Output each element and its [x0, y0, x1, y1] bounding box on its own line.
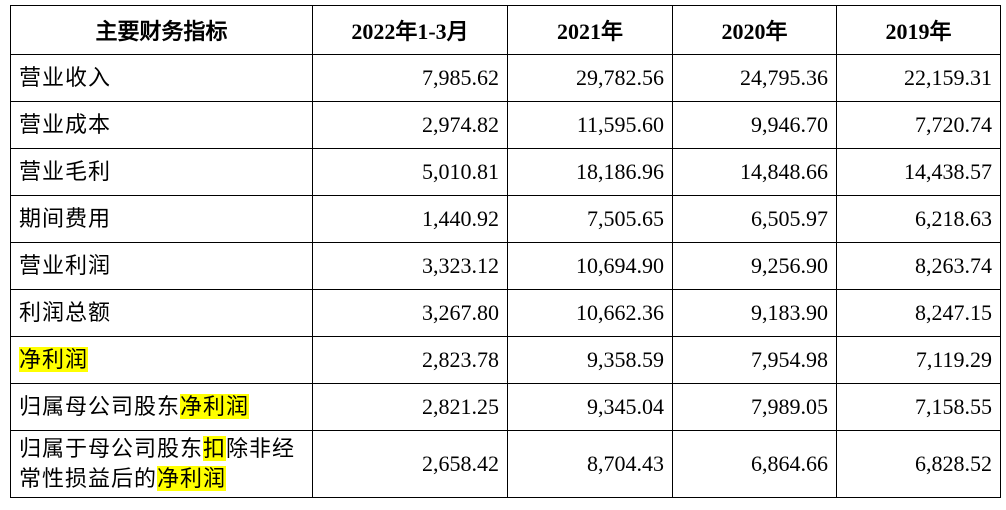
- value-cell: 8,704.43: [507, 430, 673, 498]
- table-row: 净利润 2,823.78 9,358.59 7,954.98 7,119.29: [10, 336, 1001, 384]
- row-label: 净利润: [10, 336, 313, 384]
- table-row: 营业毛利 5,010.81 18,186.96 14,848.66 14,438.57: [10, 148, 1001, 196]
- value-cell: 2,658.42: [312, 430, 508, 498]
- value-cell: 9,345.04: [507, 383, 673, 431]
- row-label: 归属于母公司股东扣除非经常性损益后的净利润: [10, 430, 313, 498]
- label-text: 营业成本: [19, 112, 112, 137]
- value-cell: 29,782.56: [507, 54, 673, 102]
- value-cell: 14,438.57: [836, 148, 1001, 196]
- value-cell: 8,247.15: [836, 289, 1001, 337]
- label-text: 营业利润: [19, 253, 112, 278]
- value-cell: 9,183.90: [672, 289, 837, 337]
- value-cell: 22,159.31: [836, 54, 1001, 102]
- header-cell: 2021年: [507, 5, 673, 55]
- value-cell: 7,119.29: [836, 336, 1001, 384]
- row-label: 期间费用: [10, 195, 313, 243]
- value-cell: 10,662.36: [507, 289, 673, 337]
- header-row: 主要财务指标 2022年1-3月 2021年 2020年 2019年: [10, 5, 1001, 55]
- table-row: 归属于母公司股东扣除非经常性损益后的净利润 2,658.42 8,704.43 6,8…: [10, 430, 1001, 498]
- financial-table: 主要财务指标 2022年1-3月 2021年 2020年 2019年 营业收入 7,985…: [10, 5, 1001, 498]
- value-cell: 6,505.97: [672, 195, 837, 243]
- value-cell: 6,218.63: [836, 195, 1001, 243]
- label-text: 除非经常性损益后的: [19, 436, 296, 491]
- header-cell: 主要财务指标: [10, 5, 313, 55]
- table-row: 营业成本 2,974.82 11,595.60 9,946.70 7,720.74: [10, 101, 1001, 149]
- table-row: 营业利润 3,323.12 10,694.90 9,256.90 8,263.74: [10, 242, 1001, 290]
- label-text: 利润总额: [19, 300, 112, 325]
- value-cell: 7,989.05: [672, 383, 837, 431]
- row-label: 利润总额: [10, 289, 313, 337]
- value-cell: 24,795.36: [672, 54, 837, 102]
- label-text: 归属母公司股东: [19, 394, 181, 419]
- header-cell: 2020年: [672, 5, 837, 55]
- label-text: 期间费用: [19, 206, 112, 231]
- value-cell: 5,010.81: [312, 148, 508, 196]
- value-cell: 3,323.12: [312, 242, 508, 290]
- header-cell: 2022年1-3月: [312, 5, 508, 55]
- value-cell: 10,694.90: [507, 242, 673, 290]
- value-cell: 7,505.65: [507, 195, 673, 243]
- value-cell: 11,595.60: [507, 101, 673, 149]
- value-cell: 9,358.59: [507, 336, 673, 384]
- row-label: 营业收入: [10, 54, 313, 102]
- table-row: 营业收入 7,985.62 29,782.56 24,795.36 22,159.31: [10, 54, 1001, 102]
- value-cell: 2,823.78: [312, 336, 508, 384]
- highlighted-text: 净利润: [180, 394, 250, 419]
- value-cell: 9,256.90: [672, 242, 837, 290]
- value-cell: 7,158.55: [836, 383, 1001, 431]
- highlighted-text: 净利润: [157, 466, 227, 491]
- row-label: 营业成本: [10, 101, 313, 149]
- value-cell: 6,828.52: [836, 430, 1001, 498]
- value-cell: 18,186.96: [507, 148, 673, 196]
- value-cell: 2,974.82: [312, 101, 508, 149]
- label-text: 营业收入: [19, 65, 112, 90]
- value-cell: 1,440.92: [312, 195, 508, 243]
- highlighted-text: 扣: [203, 436, 227, 461]
- value-cell: 2,821.25: [312, 383, 508, 431]
- table-row: 期间费用 1,440.92 7,505.65 6,505.97 6,218.63: [10, 195, 1001, 243]
- value-cell: 3,267.80: [312, 289, 508, 337]
- table-row: 归属母公司股东净利润 2,821.25 9,345.04 7,989.05 7,158.…: [10, 383, 1001, 431]
- label-text: 营业毛利: [19, 159, 112, 184]
- label-text: 归属于母公司股东: [19, 436, 204, 461]
- row-label: 营业利润: [10, 242, 313, 290]
- row-label: 营业毛利: [10, 148, 313, 196]
- row-label: 归属母公司股东净利润: [10, 383, 313, 431]
- value-cell: 7,985.62: [312, 54, 508, 102]
- header-cell: 2019年: [836, 5, 1001, 55]
- table-row: 利润总额 3,267.80 10,662.36 9,183.90 8,247.15: [10, 289, 1001, 337]
- value-cell: 6,864.66: [672, 430, 837, 498]
- highlighted-text: 净利润: [19, 347, 89, 372]
- value-cell: 14,848.66: [672, 148, 837, 196]
- value-cell: 9,946.70: [672, 101, 837, 149]
- value-cell: 8,263.74: [836, 242, 1001, 290]
- value-cell: 7,954.98: [672, 336, 837, 384]
- value-cell: 7,720.74: [836, 101, 1001, 149]
